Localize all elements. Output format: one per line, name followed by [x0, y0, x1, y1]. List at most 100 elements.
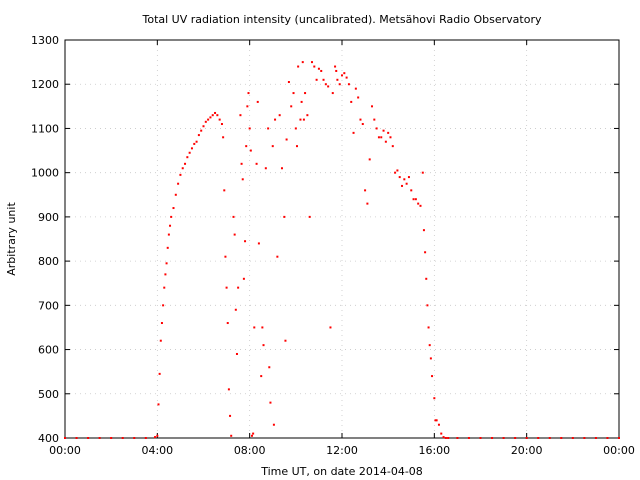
data-point	[87, 437, 90, 439]
data-point	[338, 83, 341, 86]
data-point	[345, 76, 348, 79]
data-point	[166, 246, 169, 249]
x-axis-ticks: 00:00 04:00 08:00 12:00 16:00 20:00 00:00	[49, 40, 635, 457]
x-tick-label: 12:00	[326, 444, 358, 457]
data-point	[272, 423, 275, 426]
data-point	[269, 401, 272, 404]
data-point	[583, 437, 586, 439]
data-point	[267, 127, 270, 130]
data-point	[537, 437, 540, 439]
data-point	[159, 339, 162, 342]
data-point	[442, 436, 445, 439]
data-point	[322, 78, 325, 81]
data-point	[260, 375, 263, 378]
data-point	[304, 92, 307, 95]
data-point	[216, 114, 219, 117]
data-point	[560, 437, 563, 439]
data-point	[169, 224, 172, 227]
data-point	[133, 437, 136, 439]
data-point	[394, 171, 397, 174]
y-tick-label: 600	[38, 344, 59, 357]
data-point	[235, 352, 238, 355]
data-point	[419, 204, 422, 207]
data-point	[308, 215, 311, 218]
data-point	[252, 432, 255, 435]
data-point	[222, 136, 225, 139]
data-point	[354, 87, 357, 90]
data-point	[278, 114, 281, 117]
data-point	[98, 437, 101, 439]
data-point	[335, 69, 338, 72]
data-point	[229, 414, 232, 417]
data-point	[425, 277, 428, 280]
data-point	[396, 169, 399, 172]
data-point	[227, 388, 230, 391]
data-point	[165, 262, 168, 265]
data-point	[179, 173, 182, 176]
data-point	[403, 178, 406, 181]
data-point	[245, 145, 248, 148]
y-tick-label: 700	[38, 299, 59, 312]
data-point	[167, 233, 170, 236]
data-point	[320, 69, 323, 72]
data-point	[204, 120, 207, 123]
data-point	[297, 65, 300, 68]
data-point	[226, 322, 229, 325]
data-point	[456, 437, 459, 439]
data-point	[230, 434, 233, 437]
data-point	[366, 202, 369, 205]
data-point	[359, 118, 362, 121]
data-point	[377, 136, 380, 139]
data-point	[433, 397, 436, 400]
data-point	[154, 436, 157, 439]
data-point	[271, 145, 274, 148]
data-point	[250, 434, 253, 437]
data-point	[426, 304, 429, 307]
chart-title: Total UV radiation intensity (uncalibrat…	[142, 13, 542, 26]
data-point	[514, 437, 517, 439]
data-point	[437, 423, 440, 426]
data-point	[195, 140, 198, 143]
data-point	[202, 125, 205, 128]
data-point	[467, 437, 470, 439]
data-point	[444, 437, 447, 439]
data-point	[241, 178, 244, 181]
data-point	[571, 437, 574, 439]
data-point	[329, 326, 332, 329]
data-point	[294, 127, 297, 130]
data-point	[491, 437, 494, 439]
data-point	[164, 273, 167, 276]
data-point	[287, 81, 290, 84]
data-point	[336, 78, 339, 81]
data-point	[352, 131, 355, 134]
x-tick-label: 16:00	[418, 444, 450, 457]
data-point	[246, 105, 249, 108]
data-point	[64, 437, 66, 439]
data-point	[371, 105, 374, 108]
data-point	[606, 437, 609, 439]
data-point	[412, 198, 415, 201]
y-tick-label: 1000	[31, 167, 59, 180]
data-point	[290, 105, 293, 108]
data-point	[405, 182, 408, 185]
data-point	[310, 61, 313, 64]
data-point	[255, 162, 258, 165]
data-point	[285, 138, 288, 141]
data-point	[190, 147, 193, 150]
data-point	[186, 156, 189, 159]
data-point	[209, 116, 212, 119]
data-point	[347, 83, 350, 86]
y-tick-label: 1300	[31, 34, 59, 47]
data-point	[417, 202, 420, 205]
data-point	[331, 92, 334, 95]
data-point	[218, 118, 221, 121]
data-point	[350, 100, 353, 103]
data-point	[479, 437, 482, 439]
gridlines	[65, 40, 619, 438]
data-point	[177, 182, 180, 185]
data-point	[435, 419, 438, 422]
data-point	[261, 326, 264, 329]
data-point	[264, 167, 267, 170]
data-point	[380, 136, 383, 139]
